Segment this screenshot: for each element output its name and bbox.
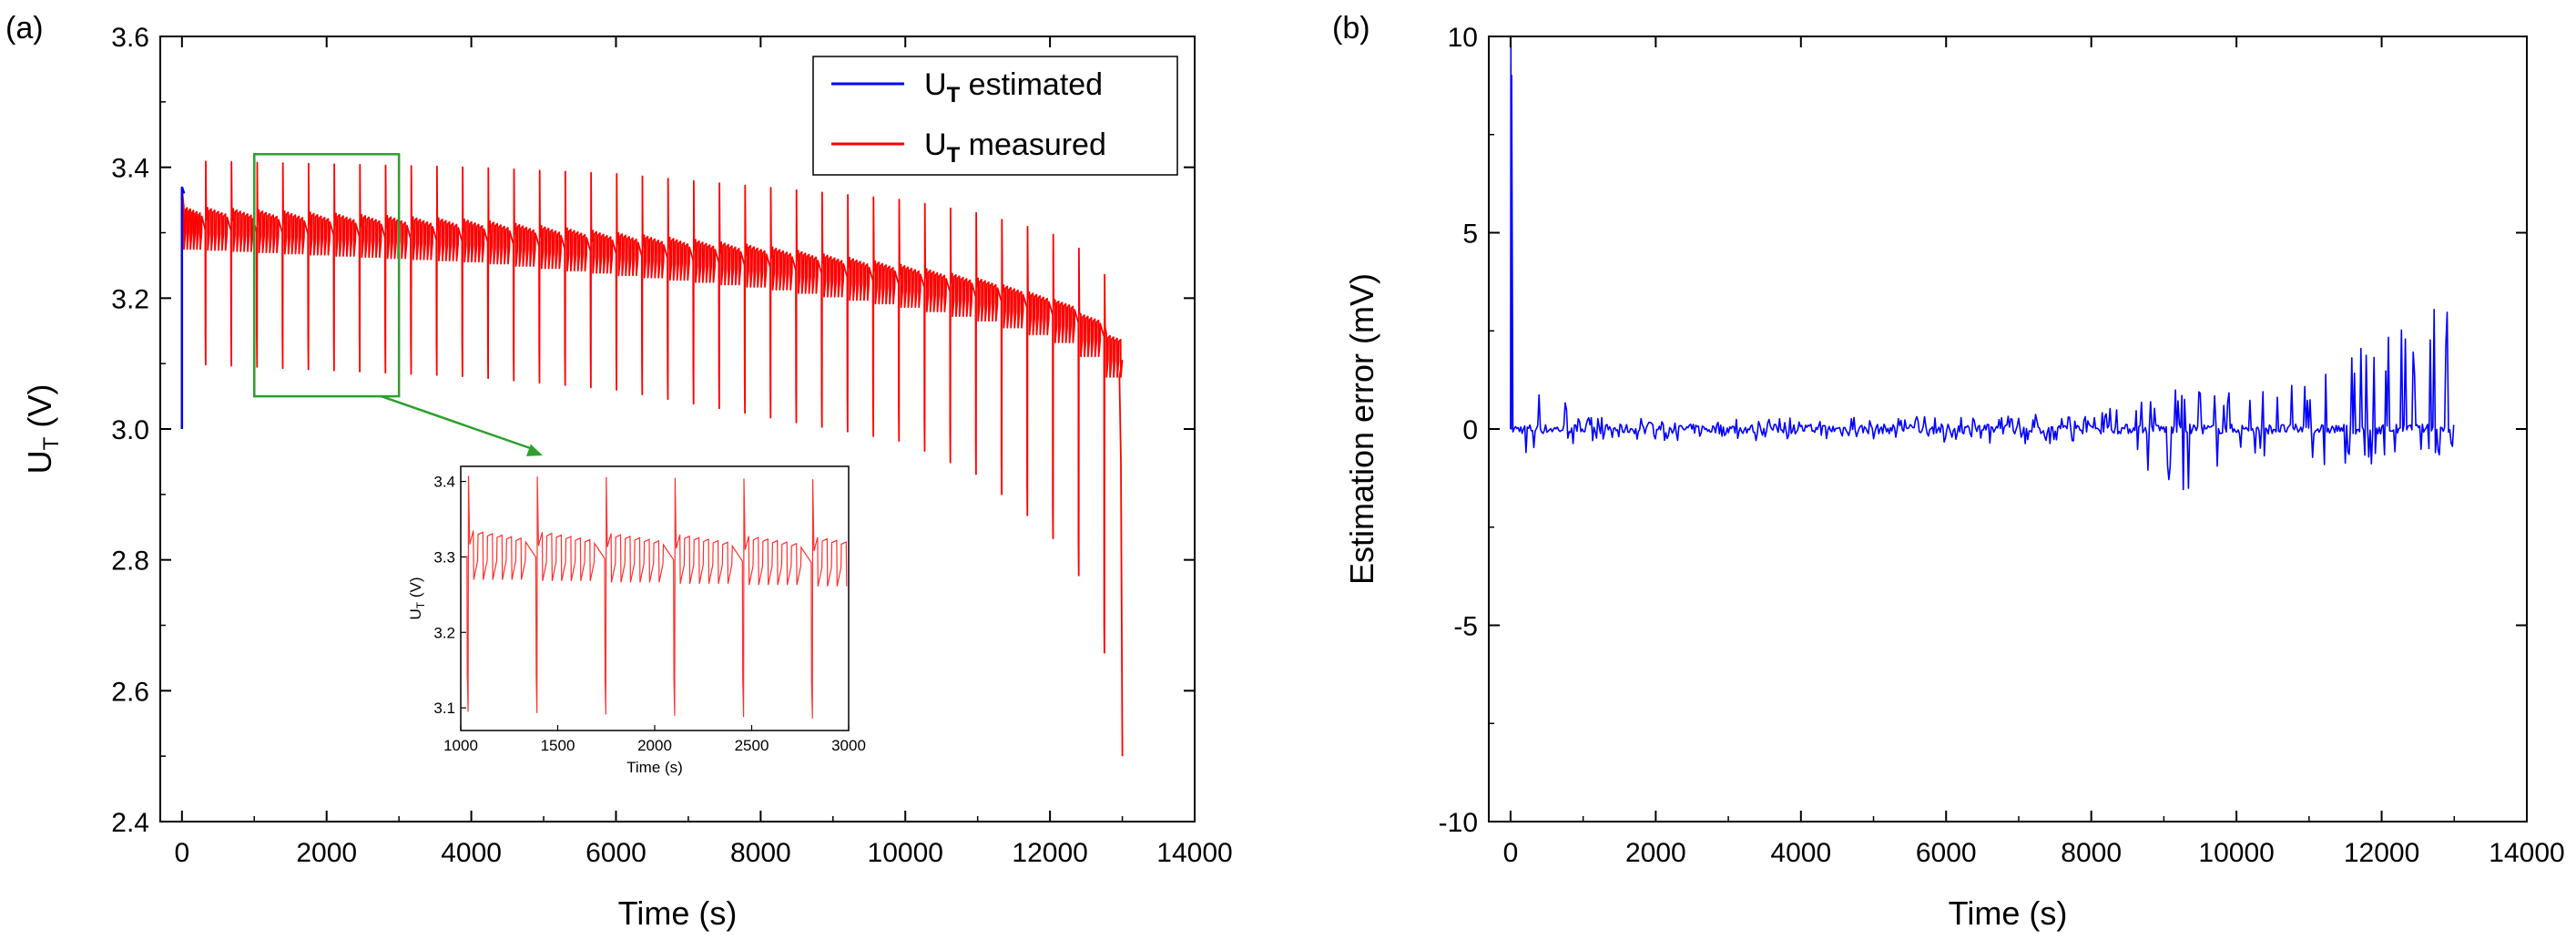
panel-a-label: (a)	[5, 11, 44, 46]
inset-series	[466, 475, 848, 719]
panel-b-y-tick-label: -5	[1453, 612, 1478, 642]
panel-a-x-tick-label: 2000	[296, 838, 357, 868]
legend-estimated-sub: T	[947, 83, 961, 107]
zoom-box	[253, 153, 401, 398]
series-error-line	[1510, 36, 2455, 491]
panel-a-x-tick-label: 4000	[441, 838, 502, 868]
panel-a-y-axis-title-unit: (V)	[21, 384, 58, 437]
inset-measured-line	[466, 475, 848, 719]
panel-a-x-tick-label: 0	[174, 838, 189, 868]
panel-a-x-tick-label: 8000	[730, 838, 791, 868]
panel-a-y-axis-title-sub: T	[39, 436, 64, 450]
panel-b-x-tick-label: 10000	[2198, 838, 2274, 868]
legend-measured-main: U	[924, 128, 947, 162]
panel-b-x-tick-label: 4000	[1770, 838, 1831, 868]
panel-a-series	[180, 160, 1124, 757]
panel-a-x-axis-title: Time (s)	[618, 894, 738, 932]
panel-a-y-tick-label: 2.4	[111, 808, 149, 838]
panel-a-y-axis-title: UT (V)	[21, 384, 64, 475]
panel-b-ticks: 0 2000 4000 6000 8000 10000 12000 14000 -10 -5 0 5 1…	[1439, 23, 2565, 868]
zoom-arrow-line	[381, 394, 536, 452]
inset-x-tick-label: 2000	[637, 737, 672, 754]
series-estimated-line	[180, 186, 186, 429]
legend-estimated-main: U	[924, 67, 947, 102]
inset-x-axis-title: Time (s)	[626, 759, 683, 776]
panel-a-inset: 1000 1500 2000 2500 3000 3.1 3.2 3.3 3.4 Time (s…	[402, 459, 866, 783]
panel-a-y-axis-title-main: U	[21, 450, 58, 474]
panel-b-x-tick-label: 2000	[1625, 838, 1686, 868]
panel-b-x-tick-label: 12000	[2344, 838, 2419, 868]
inset-background	[402, 459, 863, 783]
panel-b-y-tick-label: 10	[1448, 23, 1478, 53]
panel-b-y-axis-title: Estimation error (mV)	[1343, 273, 1380, 585]
inset-y-tick-label: 3.3	[433, 548, 455, 566]
legend-label-estimated: UT estimated	[924, 67, 1103, 107]
inset-ticks: 1000 1500 2000 2500 3000 3.1 3.2 3.3 3.4	[433, 474, 866, 754]
panel-b-label: (b)	[1332, 11, 1370, 46]
legend-measured-sub: T	[947, 143, 961, 168]
panel-a-y-tick-label: 3.0	[111, 415, 149, 445]
inset-y-tick-label: 3.4	[433, 474, 455, 491]
inset-y-axis-title-sub: T	[414, 601, 427, 608]
inset-y-axis-title-unit: (V)	[407, 577, 424, 601]
panel-b-x-tick-label: 6000	[1916, 838, 1977, 868]
panel-b: (b) 0 2000 4000 6000 8000 10000 12000 14000 -10 -…	[1332, 11, 2565, 932]
panel-b-x-axis-title: Time (s)	[1949, 894, 2068, 932]
legend-estimated-rest: estimated	[960, 67, 1103, 102]
panel-b-y-tick-label: 0	[1462, 415, 1478, 445]
inset-y-axis-title-main: U	[407, 608, 424, 619]
panel-b-y-tick-label: -10	[1439, 808, 1478, 838]
panel-b-series	[1510, 36, 2455, 491]
legend-label-measured: UT measured	[924, 128, 1106, 168]
panel-a-x-tick-label: 6000	[585, 838, 647, 868]
panel-b-x-tick-label: 8000	[2061, 838, 2122, 868]
series-measured-line	[180, 160, 1124, 757]
zoom-arrow-head	[526, 444, 543, 456]
inset-y-tick-label: 3.2	[433, 624, 455, 641]
panel-a-ticks: 0 2000 4000 6000 8000 10000 12000 14000 2.4 2.6 2.…	[111, 23, 1232, 868]
panel-a-y-tick-label: 2.6	[111, 677, 149, 707]
panel-a-x-tick-label: 14000	[1156, 838, 1232, 868]
panel-a-y-tick-label: 3.6	[111, 23, 149, 53]
panel-b-x-tick-label: 14000	[2489, 838, 2564, 868]
inset-x-tick-label: 2500	[735, 737, 769, 754]
inset-x-tick-label: 3000	[831, 737, 866, 754]
panel-a-y-tick-label: 3.4	[111, 154, 149, 184]
legend-box	[812, 56, 1178, 176]
panel-a-legend: UT estimated UT measured	[812, 56, 1178, 176]
panel-a-x-tick-label: 12000	[1012, 838, 1087, 868]
panel-b-x-tick-label: 0	[1503, 838, 1519, 868]
inset-y-axis-title: UT (V)	[407, 577, 427, 619]
inset-x-tick-label: 1000	[443, 737, 478, 754]
panel-a-y-tick-label: 3.2	[111, 284, 149, 314]
inset-x-tick-label: 1500	[541, 737, 575, 754]
panel-a-y-tick-label: 2.8	[111, 547, 149, 577]
panel-b-y-tick-label: 5	[1462, 220, 1478, 250]
panel-a: (a) 0 2000 4000 6000 8000 10000 12000 14000 2.4 2…	[5, 11, 1233, 932]
panel-a-x-tick-label: 10000	[868, 838, 943, 868]
inset-y-tick-label: 3.1	[433, 700, 455, 717]
legend-measured-rest: measured	[960, 128, 1106, 162]
